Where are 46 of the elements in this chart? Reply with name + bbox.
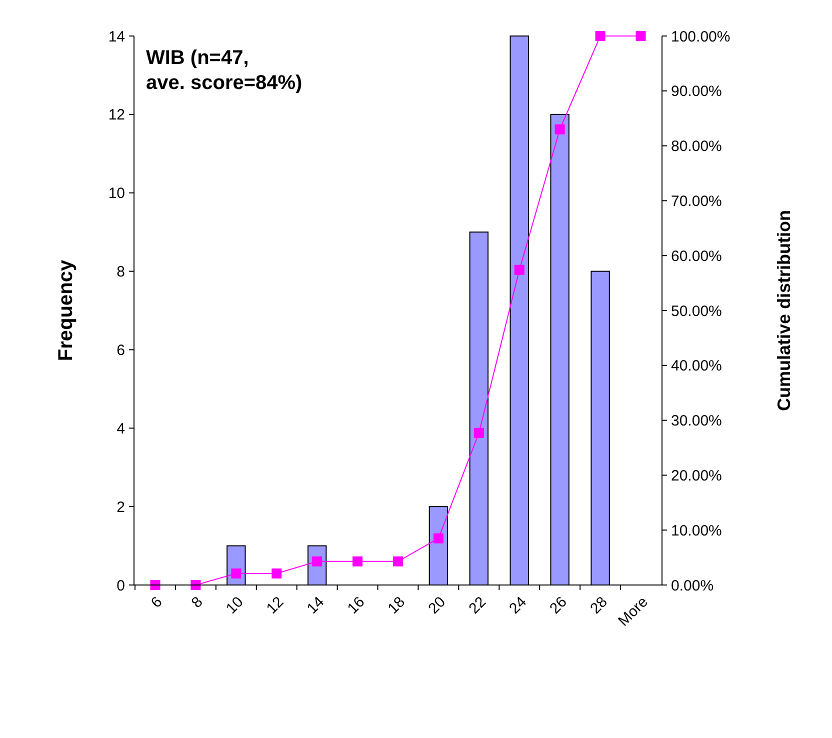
x-tick-label: 18 (384, 594, 409, 618)
point (514, 264, 524, 275)
point (636, 31, 646, 41)
x-tick-label: 16 (344, 594, 368, 618)
point (433, 533, 444, 544)
y-tick-label: 10 (108, 185, 125, 202)
y2-axis-title: Cumulative distribution (774, 210, 794, 412)
y-axis-title: Frequency (55, 259, 77, 362)
x-tick-label: 14 (304, 594, 328, 618)
y-tick-label: 8 (116, 264, 125, 281)
y2-tick-label: 70.00% (671, 192, 722, 210)
y-tick-label: 2 (116, 498, 125, 516)
point (272, 568, 282, 578)
point (595, 31, 606, 41)
y2-tick-label: 40.00% (671, 358, 722, 375)
x-tick-label: 8 (188, 594, 206, 612)
y2-tick-label: 80.00% (671, 138, 722, 156)
x-tick-label: 12 (263, 594, 288, 618)
x-tick-label: 20 (425, 594, 449, 618)
y2-tick-label: 90.00% (671, 83, 722, 100)
x-tick-label: 26 (546, 594, 570, 618)
y2-tick-label: 20.00% (671, 467, 722, 484)
annotation: WIB (n=47, ave. score=84%) (146, 47, 302, 94)
y2-tick-label: 10.00% (671, 522, 722, 540)
y2-tick-label: 100.00% (671, 28, 730, 46)
x-tick-label: 10 (222, 594, 247, 618)
y-tick-label: 14 (108, 28, 125, 46)
y2-tick-label: 60.00% (671, 248, 722, 265)
x-tick-label: 6 (148, 594, 166, 612)
point (554, 124, 565, 134)
y-tick-label: 0 (116, 577, 125, 594)
point (352, 556, 363, 566)
point (150, 580, 160, 590)
point (474, 428, 484, 438)
y-tick-label: 4 (116, 420, 125, 438)
point (190, 580, 201, 590)
y2-tick-label: 0.00% (671, 577, 714, 594)
point (231, 568, 242, 578)
x-tick-label: 28 (587, 594, 611, 618)
x-tick-label: 22 (466, 594, 490, 618)
point (393, 556, 403, 566)
y-tick-label: 12 (108, 106, 125, 124)
y-tick-label: 6 (116, 342, 125, 359)
y2-tick-label: 30.00% (671, 412, 722, 430)
y2-tick-label: 50.00% (671, 302, 722, 320)
x-tick-label: 24 (506, 594, 530, 618)
